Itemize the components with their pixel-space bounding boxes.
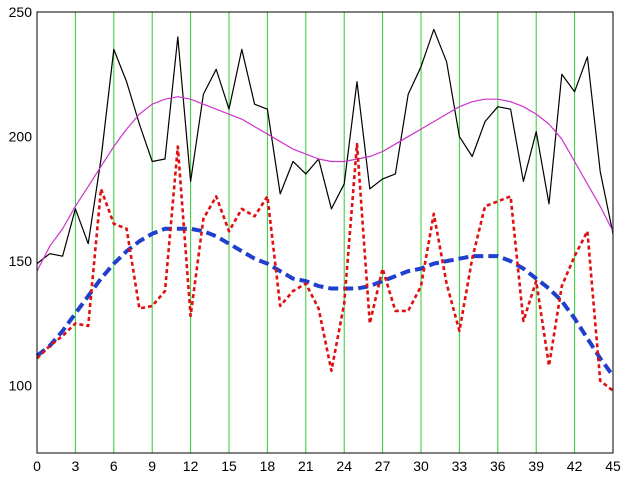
series-layer — [35, 28, 615, 392]
x-tick-labels: 0 3 6 9 12 15 18 21 24 27 30 33 36 39 42 45 — [33, 458, 621, 474]
x-tick-label-18: 18 — [260, 458, 276, 474]
series-line-1 — [36, 28, 614, 265]
y-tick-labels: 100 150 200 250 — [9, 4, 33, 394]
x-tick-label-36: 36 — [490, 458, 506, 474]
y-tick-label-250: 250 — [9, 4, 33, 20]
x-tick-label-39: 39 — [528, 458, 544, 474]
x-tick-label-24: 24 — [336, 458, 352, 474]
x-tick-label-27: 27 — [375, 458, 391, 474]
series-line-2 — [36, 96, 614, 272]
x-tick-label-0: 0 — [33, 458, 41, 474]
x-tick-label-6: 6 — [110, 458, 118, 474]
x-tick-label-3: 3 — [72, 458, 80, 474]
plot-frame — [36, 11, 614, 454]
x-tick-label-15: 15 — [221, 458, 237, 474]
x-tick-label-21: 21 — [298, 458, 314, 474]
x-tick-label-42: 42 — [567, 458, 583, 474]
y-tick-label-200: 200 — [9, 129, 33, 145]
x-tick-label-9: 9 — [148, 458, 156, 474]
y-tick-label-150: 150 — [9, 253, 33, 269]
y-tick-label-100: 100 — [9, 378, 33, 394]
x-tick-label-33: 33 — [452, 458, 468, 474]
x-tick-label-30: 30 — [413, 458, 429, 474]
x-tick-label-45: 45 — [605, 458, 621, 474]
plot-background — [37, 12, 613, 453]
x-tick-label-12: 12 — [183, 458, 199, 474]
